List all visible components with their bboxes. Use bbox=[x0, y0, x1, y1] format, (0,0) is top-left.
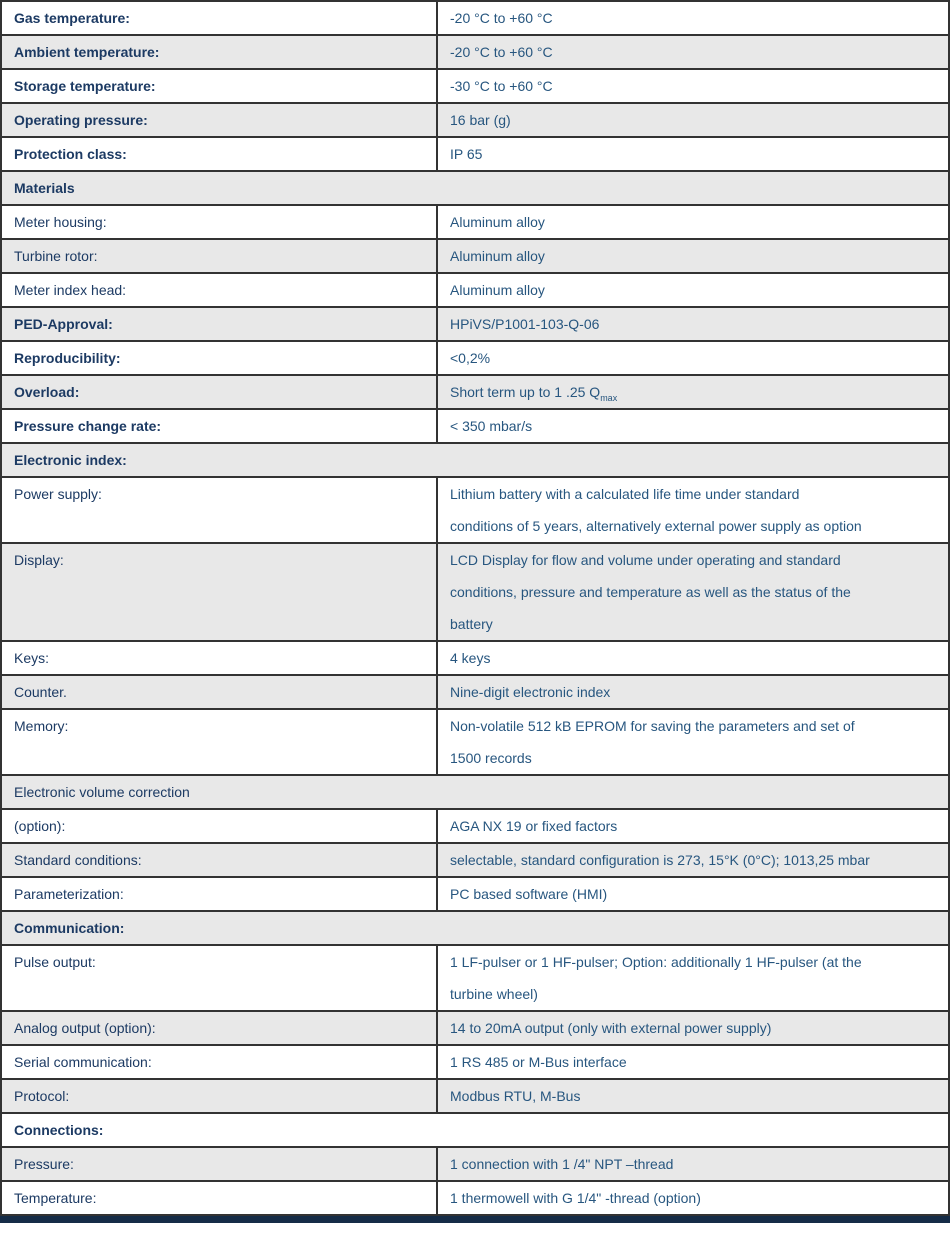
row-value: Aluminum alloy bbox=[450, 282, 545, 298]
row-value: Aluminum alloy bbox=[450, 248, 545, 264]
row-power-supply: Power supply: Lithium battery with a cal… bbox=[2, 478, 948, 544]
row-value: Lithium battery with a calculated life t… bbox=[450, 486, 862, 534]
row-value-subscript: max bbox=[600, 392, 618, 403]
row-meter-housing: Meter housing: Aluminum alloy bbox=[2, 206, 948, 240]
row-keys: Keys: 4 keys bbox=[2, 642, 948, 676]
row-label: Pressure: bbox=[2, 1148, 438, 1180]
row-label: Gas temperature: bbox=[2, 2, 438, 34]
row-pressure: Pressure: 1 connection with 1 /4" NPT –t… bbox=[2, 1148, 948, 1182]
row-label: Analog output (option): bbox=[2, 1012, 438, 1044]
row-label: Temperature: bbox=[2, 1182, 438, 1214]
row-label: Power supply: bbox=[2, 478, 438, 542]
row-value: 1 connection with 1 /4" NPT –thread bbox=[450, 1156, 674, 1172]
row-value: Nine-digit electronic index bbox=[450, 684, 611, 700]
row-value: -20 °C to +60 °C bbox=[450, 44, 553, 60]
row-value: HPiVS/P1001-103-Q-06 bbox=[450, 316, 600, 332]
row-value: 1 LF-pulser or 1 HF-pulser; Option: addi… bbox=[450, 954, 862, 1002]
row-counter: Counter. Nine-digit electronic index bbox=[2, 676, 948, 710]
row-parameterization: Parameterization: PC based software (HMI… bbox=[2, 878, 948, 912]
section-title: Communication: bbox=[14, 920, 125, 936]
row-value: IP 65 bbox=[450, 146, 483, 162]
row-gas-temperature: Gas temperature: -20 °C to +60 °C bbox=[2, 2, 948, 36]
row-label: Counter. bbox=[2, 676, 438, 708]
section-connections: Connections: bbox=[2, 1114, 948, 1148]
row-value: -30 °C to +60 °C bbox=[450, 78, 553, 94]
row-label: Pulse output: bbox=[2, 946, 438, 1010]
row-label: Operating pressure: bbox=[2, 104, 438, 136]
table-bottom-bar bbox=[0, 1216, 950, 1223]
section-title: Electronic volume correction bbox=[14, 784, 190, 800]
row-value: Aluminum alloy bbox=[450, 214, 545, 230]
row-value: selectable, standard configuration is 27… bbox=[450, 852, 870, 868]
row-standard-conditions: Standard conditions: selectable, standar… bbox=[2, 844, 948, 878]
row-pulse-output: Pulse output: 1 LF-pulser or 1 HF-pulser… bbox=[2, 946, 948, 1012]
row-label: Pressure change rate: bbox=[2, 410, 438, 442]
row-serial-communication: Serial communication: 1 RS 485 or M-Bus … bbox=[2, 1046, 948, 1080]
row-value: < 350 mbar/s bbox=[450, 418, 533, 434]
row-temperature: Temperature: 1 thermowell with G 1/4" -t… bbox=[2, 1182, 948, 1216]
row-value: -20 °C to +60 °C bbox=[450, 10, 553, 26]
row-value: Non-volatile 512 kB EPROM for saving the… bbox=[450, 718, 855, 766]
section-communication: Communication: bbox=[2, 912, 948, 946]
row-value: PC based software (HMI) bbox=[450, 886, 608, 902]
row-display: Display: LCD Display for flow and volume… bbox=[2, 544, 948, 642]
row-value: 14 to 20mA output (only with external po… bbox=[450, 1020, 772, 1036]
row-label: Display: bbox=[2, 544, 438, 640]
row-label: Standard conditions: bbox=[2, 844, 438, 876]
row-label: Meter index head: bbox=[2, 274, 438, 306]
section-title: Materials bbox=[14, 180, 75, 196]
row-value: Short term up to 1 .25 Qmax bbox=[438, 376, 948, 408]
row-analog-output: Analog output (option): 14 to 20mA outpu… bbox=[2, 1012, 948, 1046]
row-label: Ambient temperature: bbox=[2, 36, 438, 68]
row-label: PED-Approval: bbox=[2, 308, 438, 340]
section-electronic-volume-correction: Electronic volume correction bbox=[2, 776, 948, 810]
section-title: Connections: bbox=[14, 1122, 104, 1138]
row-value: AGA NX 19 or fixed factors bbox=[450, 818, 618, 834]
row-value: <0,2% bbox=[450, 350, 491, 366]
row-label: Meter housing: bbox=[2, 206, 438, 238]
row-label: Turbine rotor: bbox=[2, 240, 438, 272]
row-turbine-rotor: Turbine rotor: Aluminum alloy bbox=[2, 240, 948, 274]
row-storage-temperature: Storage temperature: -30 °C to +60 °C bbox=[2, 70, 948, 104]
row-ped-approval: PED-Approval: HPiVS/P1001-103-Q-06 bbox=[2, 308, 948, 342]
row-protection-class: Protection class: IP 65 bbox=[2, 138, 948, 172]
row-label: Memory: bbox=[2, 710, 438, 774]
row-value: LCD Display for flow and volume under op… bbox=[450, 552, 851, 632]
row-meter-index-head: Meter index head: Aluminum alloy bbox=[2, 274, 948, 308]
row-label: Overload: bbox=[2, 376, 438, 408]
row-label: (option): bbox=[2, 810, 438, 842]
row-overload: Overload: Short term up to 1 .25 Qmax bbox=[2, 376, 948, 410]
row-memory: Memory: Non-volatile 512 kB EPROM for sa… bbox=[2, 710, 948, 776]
row-label: Protocol: bbox=[2, 1080, 438, 1112]
row-label: Storage temperature: bbox=[2, 70, 438, 102]
row-value: 16 bar (g) bbox=[450, 112, 511, 128]
row-label: Protection class: bbox=[2, 138, 438, 170]
section-materials: Materials bbox=[2, 172, 948, 206]
row-ambient-temperature: Ambient temperature: -20 °C to +60 °C bbox=[2, 36, 948, 70]
row-pressure-change-rate: Pressure change rate: < 350 mbar/s bbox=[2, 410, 948, 444]
section-title: Electronic index: bbox=[14, 452, 127, 468]
row-reproducibility: Reproducibility: <0,2% bbox=[2, 342, 948, 376]
row-value: 4 keys bbox=[450, 650, 491, 666]
section-electronic-index: Electronic index: bbox=[2, 444, 948, 478]
row-label: Parameterization: bbox=[2, 878, 438, 910]
row-option: (option): AGA NX 19 or fixed factors bbox=[2, 810, 948, 844]
row-value: 1 thermowell with G 1/4" -thread (option… bbox=[450, 1190, 701, 1206]
row-operating-pressure: Operating pressure: 16 bar (g) bbox=[2, 104, 948, 138]
row-protocol: Protocol: Modbus RTU, M-Bus bbox=[2, 1080, 948, 1114]
row-value-text: Short term up to 1 .25 Q bbox=[450, 384, 601, 400]
row-label: Keys: bbox=[2, 642, 438, 674]
row-value: 1 RS 485 or M-Bus interface bbox=[450, 1054, 627, 1070]
row-label: Serial communication: bbox=[2, 1046, 438, 1078]
row-value: Modbus RTU, M-Bus bbox=[450, 1088, 581, 1104]
row-label: Reproducibility: bbox=[2, 342, 438, 374]
